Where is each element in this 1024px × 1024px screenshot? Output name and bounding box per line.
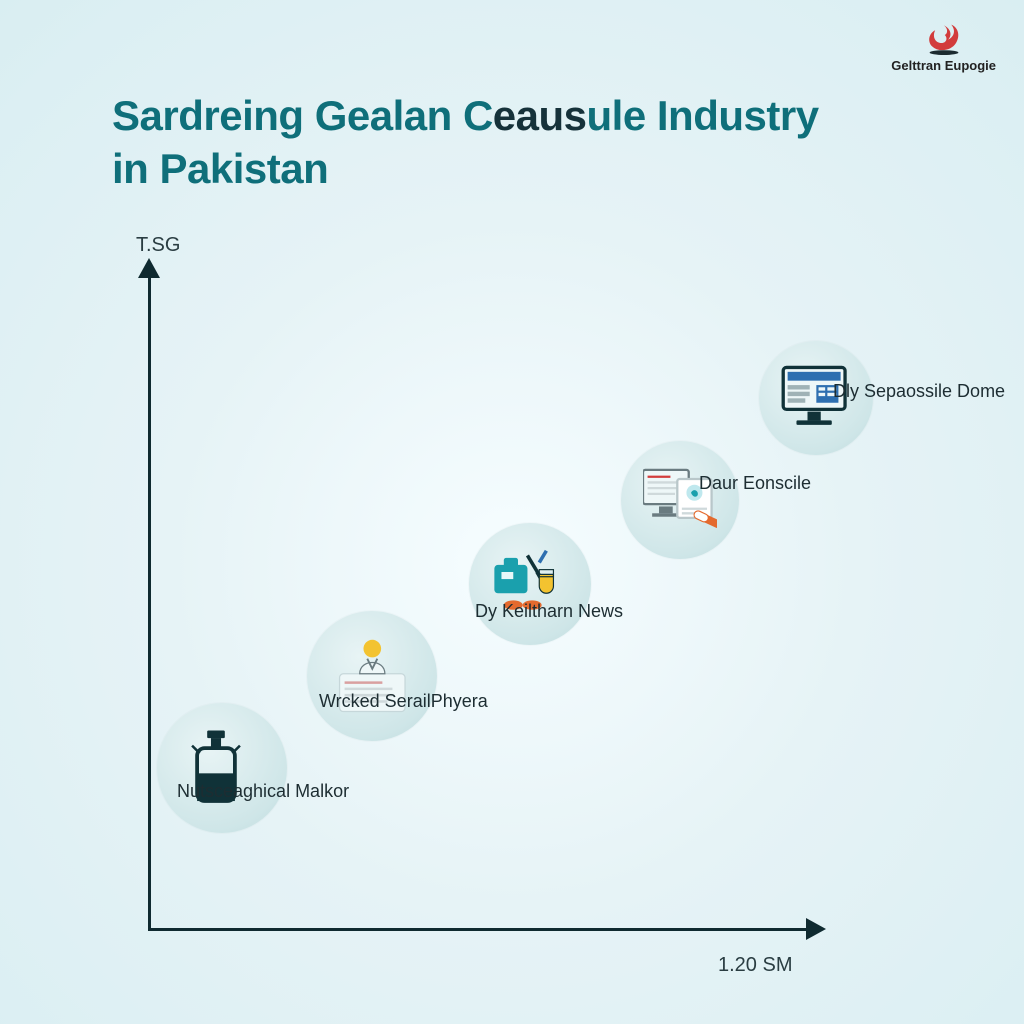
node-bubble <box>307 611 437 741</box>
node-label: Daur Eonscile <box>699 473 811 494</box>
chart-node-n2: Wrcked SerailPhyera <box>307 611 437 741</box>
node-label: Dy Keiltharn News <box>475 601 623 622</box>
node-label: Nutsceaghical Malkor <box>177 781 349 802</box>
flame-swirl-icon <box>924 22 964 56</box>
chart-node-n5: Dly Sepaossile Dome <box>759 341 873 455</box>
y-axis-label: T.SG <box>136 234 180 257</box>
x-axis-arrow-icon <box>806 918 826 940</box>
brand-name: Gelttran Eupogie <box>891 58 996 73</box>
y-axis <box>148 272 151 930</box>
node-label: Wrcked SerailPhyera <box>319 691 488 712</box>
chart-node-n4: Daur Eonscile <box>621 441 739 559</box>
node-label: Dly Sepaossile Dome <box>833 381 1005 402</box>
chart-title: Sardreing Gealan Ceausule Industry in Pa… <box>112 90 819 195</box>
chart-node-n3: Dy Keiltharn News <box>469 523 591 645</box>
node-bubble <box>157 703 287 833</box>
chart-node-n1: Nutsceaghical Malkor <box>157 703 287 833</box>
x-axis <box>148 928 808 931</box>
title-line-2: in Pakistan <box>112 145 328 192</box>
x-axis-label: 1.20 SM <box>718 954 792 977</box>
node-bubble <box>469 523 591 645</box>
brand-logo: Gelttran Eupogie <box>891 22 996 73</box>
title-line-1a: Sardreing Gealan C <box>112 92 493 139</box>
title-line-1b: eaus <box>493 92 587 139</box>
node-bubble <box>621 441 739 559</box>
title-line-1c: ule Industry <box>587 92 819 139</box>
